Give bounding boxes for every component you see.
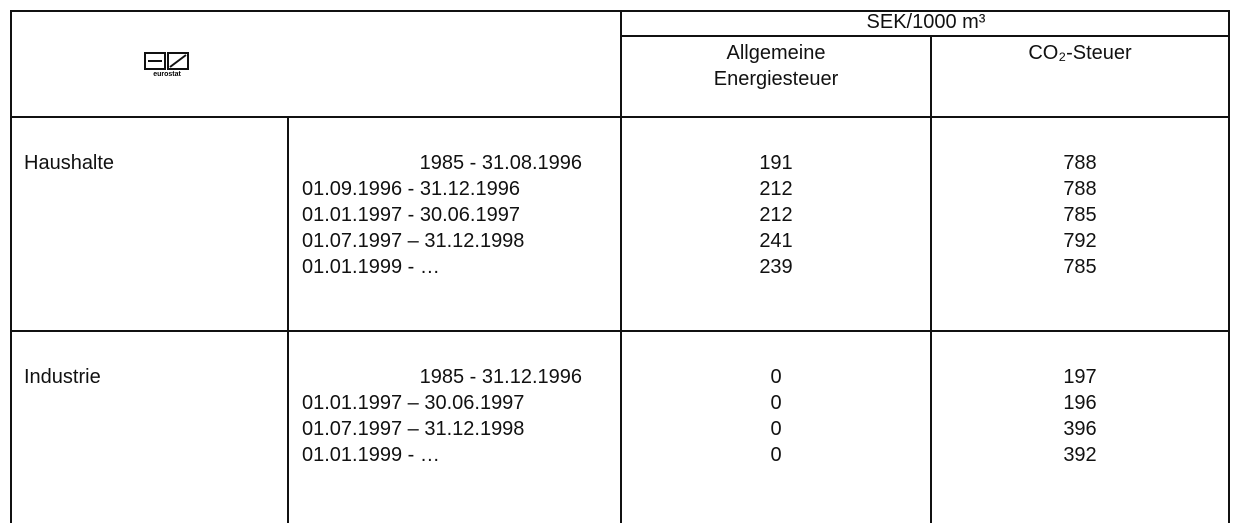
co2-value: 196: [1063, 392, 1097, 414]
co2-value: 788: [1063, 178, 1097, 200]
border-left: [10, 10, 12, 523]
col-line: [620, 10, 622, 523]
period: 01.07.1997 – 31.12.1998: [302, 230, 525, 252]
energy-value: 241: [759, 230, 793, 252]
co2-value: 392: [1063, 444, 1097, 466]
period: 01.07.1997 – 31.12.1998: [302, 418, 525, 440]
col-line: [930, 36, 932, 523]
period: 01.01.1997 – 30.06.1997: [302, 392, 525, 414]
energy-value: 191: [759, 152, 793, 174]
energy-value: 212: [759, 204, 793, 226]
co2-value: 785: [1063, 204, 1097, 226]
period: 1985 - 31.12.1996: [419, 366, 582, 388]
column-header: Allgemeine Energiesteuer: [713, 42, 839, 90]
energy-value: 239: [759, 256, 793, 278]
border-right: [1228, 10, 1230, 523]
logo-text: eurostat: [153, 71, 181, 78]
unit-header: SEK/1000 m³: [866, 11, 986, 33]
logo: eurostat: [144, 52, 189, 78]
row-label: Haushalte: [24, 152, 115, 174]
energy-value: 0: [770, 418, 782, 440]
co2-value: 396: [1063, 418, 1097, 440]
co2-value: 785: [1063, 256, 1097, 278]
co2-value: 197: [1063, 366, 1097, 388]
energy-value: 0: [770, 444, 782, 466]
col-line: [287, 117, 289, 523]
row-line: [10, 116, 1230, 118]
energy-value: 0: [770, 366, 782, 388]
period: 01.01.1999 - …: [302, 256, 440, 278]
period: 1985 - 31.08.1996: [419, 152, 582, 174]
co2-value: 788: [1063, 152, 1097, 174]
row-line: [620, 35, 1230, 37]
co2-value: 792: [1063, 230, 1097, 252]
energy-value: 0: [770, 392, 782, 414]
period: 01.01.1997 - 30.06.1997: [302, 204, 520, 226]
energy-value: 212: [759, 178, 793, 200]
column-header: CO₂-Steuer: [1028, 42, 1132, 64]
period: 01.09.1996 - 31.12.1996: [302, 178, 520, 200]
period: 01.01.1999 - …: [302, 444, 440, 466]
row-line: [10, 330, 1230, 332]
row-label: Industrie: [24, 366, 101, 388]
